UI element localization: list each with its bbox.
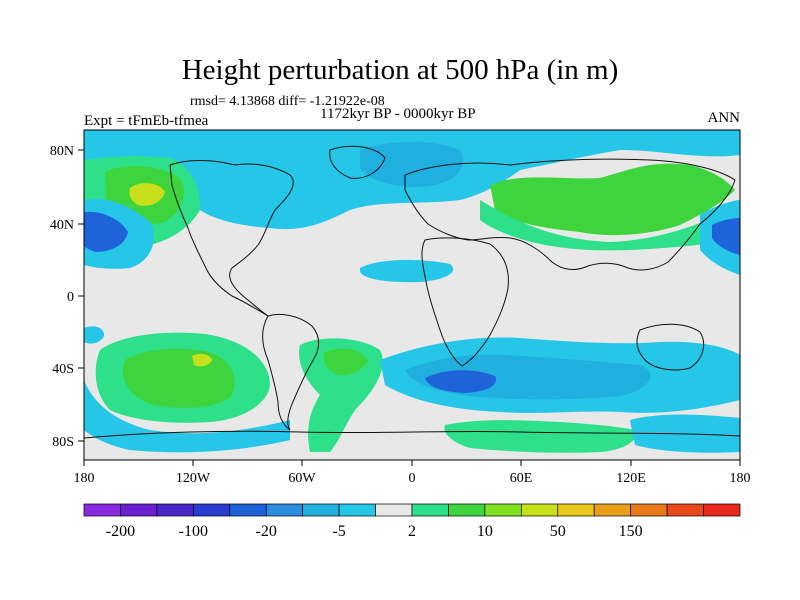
- experiment-label: Expt = tFmEb-tfmea: [84, 113, 209, 129]
- coast-africa: [421, 237, 509, 367]
- colorbar-swatch: [192, 503, 231, 517]
- map-title: Height perturbation at 500 hPa (in m): [181, 54, 619, 86]
- contour-pos-eurasia: [490, 163, 735, 236]
- coast-greenland: [329, 145, 386, 179]
- lat-tick-label: 80N: [50, 144, 74, 159]
- contour-neg-east-pacific-core: [84, 211, 128, 252]
- colorbar-swatch: [666, 503, 704, 517]
- contour-pos-south-pacific-max: [192, 353, 212, 367]
- contour-neg-atlantic-core: [360, 141, 464, 188]
- colorbar-swatch: [630, 503, 668, 517]
- contour-neg-southern-ocean-max: [425, 370, 496, 393]
- contour-pos-antarctic: [444, 420, 636, 453]
- lat-tick-label: 80S: [52, 435, 74, 450]
- colorbar: -200 -100 -20 -5 2 10 50 150: [83, 503, 741, 540]
- lon-tick-label: 60E: [510, 471, 533, 486]
- colorbar-swatch: [302, 503, 340, 517]
- colorbar-swatch: [703, 503, 741, 517]
- coast-australia: [636, 323, 705, 371]
- lon-axis: 180 120W 60W 0 60E 120E 180: [74, 460, 751, 486]
- colorbar-swatch: [557, 503, 595, 517]
- contour-pos-alaska-max: [129, 183, 165, 206]
- colorbar-swatch: [520, 503, 559, 517]
- colorbar-swatch: [156, 503, 194, 517]
- colorbar-label: -5: [332, 523, 345, 540]
- contour-neg-tropical-atlantic: [360, 259, 454, 283]
- colorbar-swatch: [120, 503, 158, 517]
- colorbar-label: 2: [408, 523, 416, 540]
- lat-axis: 80N 40N 0 40S 80S: [50, 144, 84, 450]
- rmsd-stats: rmsd= 4.13868 diff= -1.21922e-08: [190, 94, 385, 109]
- contour-neg-west-pacific-core: [712, 218, 740, 255]
- lon-tick-label: 0: [409, 471, 416, 486]
- lon-tick-label: 180: [730, 471, 751, 486]
- lon-tick-label: 120W: [176, 471, 211, 486]
- lat-tick-label: 40S: [52, 362, 74, 377]
- lon-tick-label: 180: [74, 471, 95, 486]
- colorbar-swatch: [83, 503, 121, 517]
- colorbar-swatch: [338, 503, 376, 517]
- colorbar-swatch: [229, 503, 267, 517]
- colorbar-swatch: [484, 503, 522, 517]
- contour-pos-south-atlantic-core: [323, 348, 368, 376]
- lon-tick-label: 60W: [288, 471, 316, 486]
- lat-tick-label: 40N: [50, 218, 74, 233]
- colorbar-swatch: [411, 503, 449, 517]
- colorbar-swatch: [375, 503, 413, 517]
- colorbar-label: -100: [179, 523, 208, 540]
- lat-tick-label: 0: [67, 290, 74, 305]
- contour-neg-east-atlantic: [84, 326, 105, 344]
- colorbar-label: 10: [477, 523, 493, 540]
- colorbar-label: 150: [619, 523, 643, 540]
- colorbar-swatch: [448, 503, 486, 517]
- contour-pos-eurasia-edge: [480, 200, 740, 251]
- coast-antarctica: [84, 430, 740, 439]
- colorbar-label: -200: [106, 523, 135, 540]
- lon-tick-label: 120E: [616, 471, 646, 486]
- colorbar-swatch: [593, 503, 632, 517]
- colorbar-label: -20: [256, 523, 277, 540]
- coast-north-america: [169, 159, 294, 317]
- coast-eurasia: [404, 158, 736, 271]
- coast-south-america: [262, 313, 320, 431]
- period-label: 1172kyr BP - 0000kyr BP: [320, 106, 476, 122]
- colorbar-label: 50: [550, 523, 566, 540]
- coastlines: [84, 145, 740, 439]
- colorbar-swatch: [265, 503, 304, 517]
- contour-field: [84, 130, 740, 460]
- season-label: ANN: [707, 110, 741, 126]
